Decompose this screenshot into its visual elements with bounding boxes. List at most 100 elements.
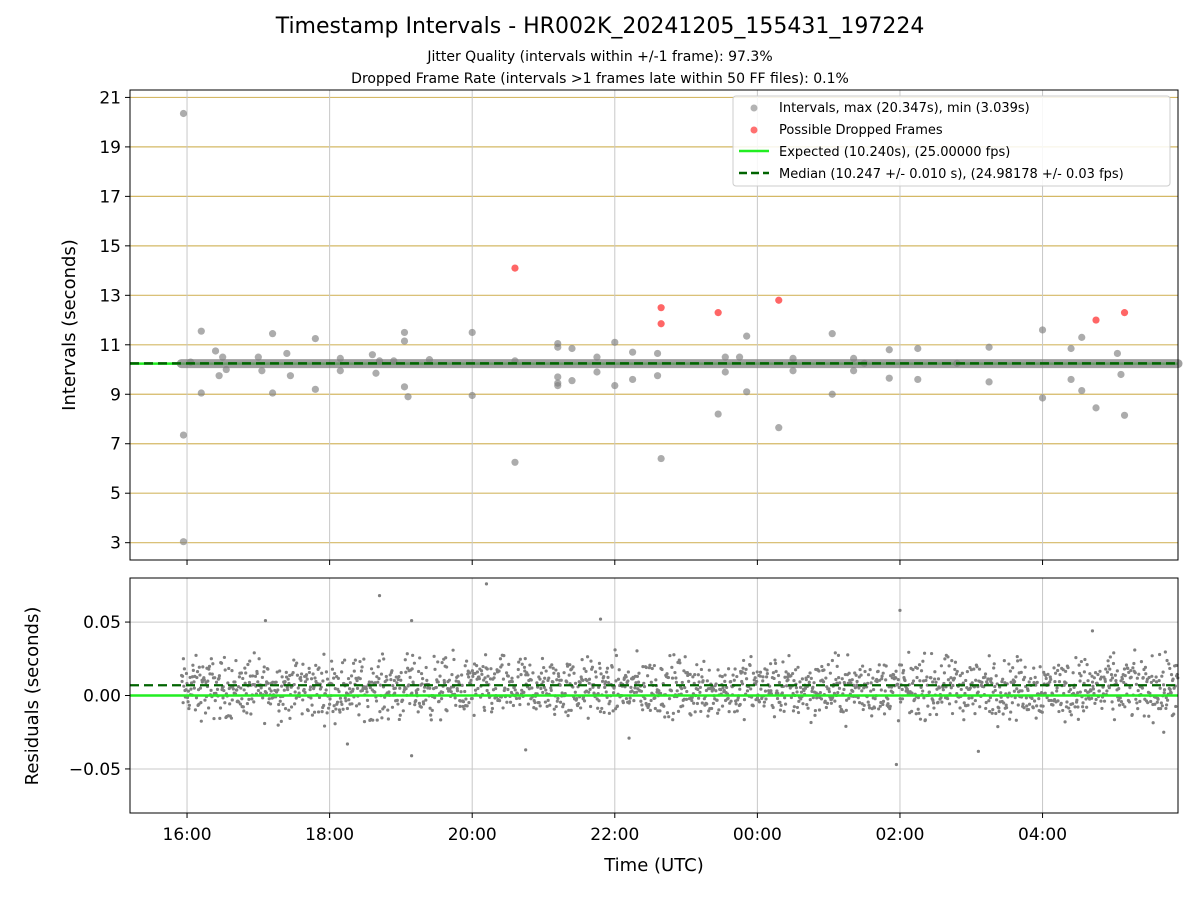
residual-point	[295, 673, 300, 677]
residual-point	[186, 689, 191, 693]
residual-point	[562, 671, 566, 675]
residual-point	[564, 710, 568, 714]
residual-point	[692, 701, 696, 705]
residual-point	[332, 676, 336, 680]
residual-point	[378, 683, 383, 687]
residual-point	[714, 682, 718, 686]
residual-point	[226, 681, 230, 685]
residual-point	[509, 690, 514, 695]
residual-point	[1133, 671, 1137, 675]
residual-point	[552, 671, 556, 675]
residual-point	[858, 667, 862, 672]
residual-point	[242, 709, 246, 713]
residual-point	[414, 698, 418, 703]
residual-point	[973, 698, 977, 703]
residual-point	[276, 723, 280, 727]
residual-point	[310, 703, 314, 707]
residual-point	[764, 675, 769, 679]
interval-point	[850, 354, 858, 362]
residual-point	[519, 673, 523, 677]
residual-point	[384, 674, 388, 679]
residual-point	[861, 664, 865, 668]
residual-point	[370, 680, 374, 684]
residual-point	[385, 678, 389, 682]
residual-point	[611, 709, 615, 713]
residual-point	[962, 701, 966, 705]
residual-point	[786, 678, 790, 682]
interval-point	[400, 383, 409, 391]
residual-point	[1023, 665, 1027, 669]
residual-point	[977, 667, 982, 671]
residual-point	[829, 701, 833, 705]
residual-point	[833, 651, 837, 655]
residual-point	[1073, 705, 1077, 709]
residual-point	[398, 686, 402, 690]
residual-point	[687, 679, 691, 683]
residual-point	[1160, 704, 1164, 708]
residual-point	[962, 718, 966, 722]
residual-point	[242, 688, 246, 692]
residual-outlier-point	[524, 748, 528, 752]
residual-point	[422, 689, 426, 693]
residual-point	[1084, 697, 1088, 701]
residual-point	[1165, 698, 1170, 702]
residual-point	[856, 695, 860, 700]
residual-point	[324, 670, 329, 674]
residual-point	[345, 706, 350, 711]
residual-point	[634, 681, 638, 685]
residual-point	[189, 681, 194, 685]
residual-point	[748, 663, 752, 667]
residual-point	[773, 658, 777, 662]
residual-point	[339, 670, 344, 674]
residual-point	[1136, 707, 1140, 711]
residual-point	[420, 682, 424, 686]
residual-point	[294, 663, 298, 668]
residual-point	[854, 673, 858, 677]
residual-point	[393, 691, 397, 695]
residual-point	[891, 673, 896, 677]
x-axis-label: Time (UTC)	[603, 855, 704, 876]
interval-point	[1038, 326, 1047, 334]
residual-point	[1025, 704, 1029, 708]
residual-point	[671, 711, 675, 715]
residual-point	[815, 696, 819, 700]
residual-point	[248, 659, 252, 663]
residual-point	[209, 657, 213, 661]
residual-point	[233, 680, 237, 684]
residual-point	[554, 704, 558, 709]
residual-point	[1162, 691, 1166, 695]
residual-point	[398, 713, 402, 717]
residual-point	[191, 668, 195, 673]
residual-point	[410, 667, 414, 671]
residual-point	[514, 696, 519, 701]
residual-point	[598, 666, 602, 670]
residual-point	[325, 677, 330, 681]
residual-point	[555, 699, 559, 703]
residual-point	[248, 674, 252, 678]
residual-point	[961, 681, 965, 685]
residual-point	[693, 710, 697, 714]
residual-point	[492, 676, 496, 680]
residual-point	[300, 712, 304, 716]
residual-point	[1150, 674, 1154, 678]
residual-point	[613, 648, 617, 652]
interval-point	[885, 374, 893, 382]
residual-point	[340, 702, 344, 707]
residual-point	[542, 665, 546, 670]
residual-point	[585, 655, 590, 659]
residual-point	[792, 705, 796, 709]
residual-point	[537, 701, 541, 705]
residual-point	[632, 699, 636, 703]
residual-point	[598, 710, 603, 714]
residual-point	[1136, 688, 1140, 693]
residual-outlier-point	[627, 736, 631, 740]
residual-point	[561, 705, 565, 709]
residual-point	[1097, 689, 1101, 693]
residual-point	[690, 698, 694, 703]
residual-point	[1108, 667, 1112, 671]
residual-point	[245, 701, 250, 706]
residual-point	[200, 680, 204, 684]
residual-point	[614, 679, 618, 683]
residual-point	[1094, 697, 1098, 702]
residual-point	[314, 663, 318, 668]
